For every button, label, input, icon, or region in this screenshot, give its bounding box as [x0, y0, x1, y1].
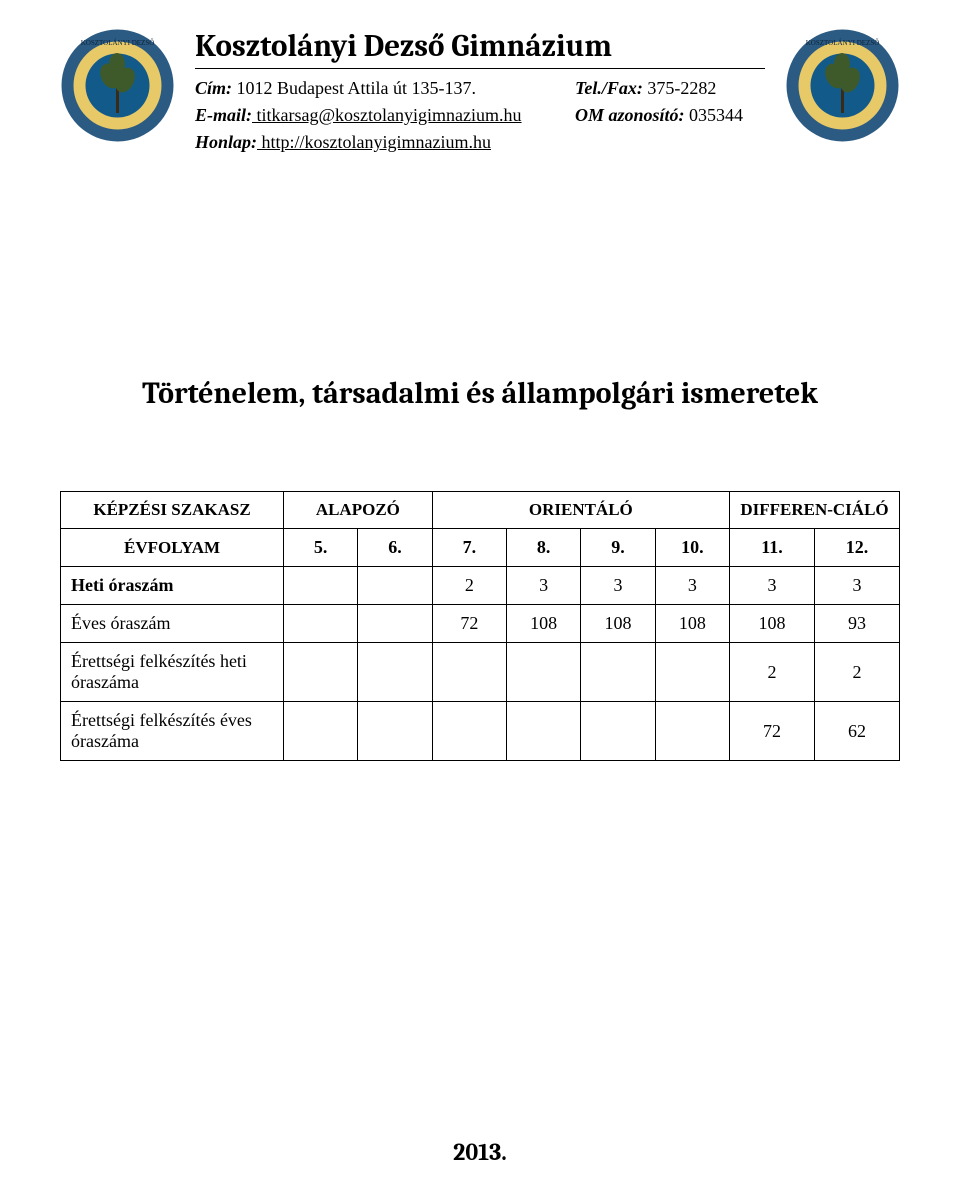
telfax-label: Tel./Fax: — [575, 78, 643, 98]
data-cell: 72 — [432, 605, 506, 643]
school-logo-right: KOSZTOLÁNYI DEZSŐ — [785, 28, 900, 143]
grade-cell: 8. — [507, 529, 581, 567]
differentiating-header-cell: DIFFEREN-CIÁLÓ — [729, 492, 899, 529]
table-row: Érettségi felkészítés éves óraszáma 7262 — [61, 702, 900, 761]
data-cell — [432, 643, 506, 702]
grade-label-cell: ÉVFOLYAM — [61, 529, 284, 567]
row-label-cell: Éves óraszám — [61, 605, 284, 643]
grade-cell: 10. — [655, 529, 729, 567]
om-label: OM azonosító: — [575, 105, 685, 125]
curriculum-table: KÉPZÉSI SZAKASZ ALAPOZÓ ORIENTÁLÓ DIFFER… — [60, 491, 900, 761]
om-line: OM azonosító: 035344 — [575, 102, 765, 129]
school-logo-left: KOSZTOLÁNYI DEZSŐ — [60, 28, 175, 143]
data-cell — [284, 702, 358, 761]
data-cell: 108 — [729, 605, 814, 643]
footer-year: 2013. — [0, 1138, 960, 1166]
data-cell — [655, 702, 729, 761]
telfax-line: Tel./Fax: 375-2282 — [575, 75, 765, 102]
grade-cell: 9. — [581, 529, 655, 567]
page: KOSZTOLÁNYI DEZSŐ Kosztolányi Dezső Gimn… — [0, 0, 960, 1186]
data-cell: 3 — [729, 567, 814, 605]
data-cell — [284, 567, 358, 605]
svg-text:KOSZTOLÁNYI DEZSŐ: KOSZTOLÁNYI DEZSŐ — [806, 39, 880, 47]
om-value: 035344 — [685, 105, 744, 125]
grade-cell: 12. — [814, 529, 899, 567]
foundation-header-cell: ALAPOZÓ — [284, 492, 433, 529]
email-label: E-mail: — [195, 105, 252, 125]
grade-row: ÉVFOLYAM 5. 6. 7. 8. 9. 10. 11. 12. — [61, 529, 900, 567]
letterhead-left-col: Cím: 1012 Budapest Attila út 135-137. E-… — [195, 75, 575, 156]
grade-cell: 11. — [729, 529, 814, 567]
homepage-value: http://kosztolanyigimnazium.hu — [257, 132, 491, 152]
school-name: Kosztolányi Dezső Gimnázium — [195, 28, 765, 69]
row-label-cell: Érettségi felkészítés heti óraszáma — [61, 643, 284, 702]
letterhead-right-col: Tel./Fax: 375-2282 OM azonosító: 035344 — [575, 75, 765, 156]
data-cell: 62 — [814, 702, 899, 761]
grade-cell: 5. — [284, 529, 358, 567]
data-cell: 72 — [729, 702, 814, 761]
data-cell: 3 — [814, 567, 899, 605]
data-cell — [358, 567, 432, 605]
data-cell: 108 — [507, 605, 581, 643]
data-cell: 3 — [507, 567, 581, 605]
data-cell: 108 — [581, 605, 655, 643]
data-cell — [432, 702, 506, 761]
table-row: Éves óraszám7210810810810893 — [61, 605, 900, 643]
data-rows-body: Heti óraszám233333Éves óraszám7210810810… — [61, 567, 900, 761]
letterhead-info: Cím: 1012 Budapest Attila út 135-137. E-… — [195, 75, 765, 156]
data-cell: 2 — [432, 567, 506, 605]
phase-header-cell: KÉPZÉSI SZAKASZ — [61, 492, 284, 529]
address-line: Cím: 1012 Budapest Attila út 135-137. — [195, 75, 575, 102]
data-cell: 3 — [655, 567, 729, 605]
table-row: Érettségi felkészítés heti óraszáma 22 — [61, 643, 900, 702]
grade-cell: 6. — [358, 529, 432, 567]
crest-icon: KOSZTOLÁNYI DEZSŐ — [785, 28, 900, 143]
grade-cell: 7. — [432, 529, 506, 567]
data-cell — [581, 702, 655, 761]
crest-icon: KOSZTOLÁNYI DEZSŐ — [60, 28, 175, 143]
homepage-label: Honlap: — [195, 132, 257, 152]
row-label-cell: Heti óraszám — [61, 567, 284, 605]
row-label-cell: Érettségi felkészítés éves óraszáma — [61, 702, 284, 761]
data-cell — [507, 643, 581, 702]
data-cell: 108 — [655, 605, 729, 643]
email-value: titkarsag@kosztolanyigimnazium.hu — [252, 105, 522, 125]
data-cell — [358, 702, 432, 761]
table-row: Heti óraszám233333 — [61, 567, 900, 605]
data-cell: 2 — [729, 643, 814, 702]
data-cell — [358, 643, 432, 702]
data-cell — [358, 605, 432, 643]
phase-header-row: KÉPZÉSI SZAKASZ ALAPOZÓ ORIENTÁLÓ DIFFER… — [61, 492, 900, 529]
address-label: Cím: — [195, 78, 232, 98]
data-cell — [507, 702, 581, 761]
data-cell: 2 — [814, 643, 899, 702]
address-value: 1012 Budapest Attila út 135-137. — [232, 78, 476, 98]
data-cell — [581, 643, 655, 702]
telfax-value: 375-2282 — [643, 78, 717, 98]
email-line: E-mail: titkarsag@kosztolanyigimnazium.h… — [195, 102, 575, 129]
letterhead-text: Kosztolányi Dezső Gimnázium Cím: 1012 Bu… — [195, 28, 765, 156]
orienting-header-cell: ORIENTÁLÓ — [432, 492, 729, 529]
data-cell: 3 — [581, 567, 655, 605]
data-cell — [284, 605, 358, 643]
homepage-line: Honlap: http://kosztolanyigimnazium.hu — [195, 129, 575, 156]
data-cell: 93 — [814, 605, 899, 643]
data-cell — [284, 643, 358, 702]
svg-text:KOSZTOLÁNYI DEZSŐ: KOSZTOLÁNYI DEZSŐ — [81, 39, 155, 47]
data-cell — [655, 643, 729, 702]
document-title: Történelem, társadalmi és állampolgári i… — [60, 376, 900, 411]
letterhead: KOSZTOLÁNYI DEZSŐ Kosztolányi Dezső Gimn… — [60, 28, 900, 156]
